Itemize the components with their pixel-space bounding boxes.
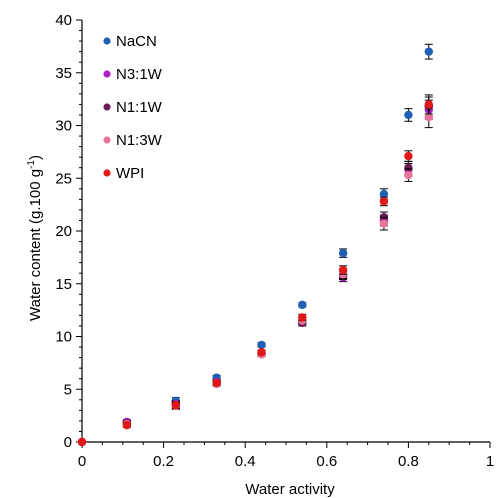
- data-point: [424, 112, 433, 122]
- legend-marker: [103, 103, 111, 111]
- data-point: [424, 100, 433, 109]
- y-tick-label: 40: [55, 12, 72, 29]
- data-point: [379, 189, 389, 199]
- data-series: [77, 43, 433, 447]
- legend-label: N3:1W: [116, 66, 163, 83]
- y-axis-label-sup: -1: [26, 160, 37, 169]
- data-point: [298, 300, 307, 310]
- data-point: [122, 420, 132, 430]
- y-tick-label: 10: [55, 329, 72, 346]
- y-tick-label: 30: [55, 118, 72, 135]
- y-tick-label: 5: [64, 381, 72, 398]
- data-point: [257, 348, 266, 357]
- axes: [76, 19, 491, 448]
- data-point: [379, 197, 389, 206]
- legend-marker: [103, 136, 111, 144]
- data-point: [77, 437, 87, 447]
- data-point: [298, 313, 307, 322]
- data-point: [379, 219, 389, 228]
- y-tick-label: 15: [55, 276, 72, 293]
- y-tick-label: 35: [55, 65, 72, 82]
- data-point: [424, 47, 433, 56]
- data-point: [257, 340, 266, 350]
- data-point: [338, 265, 348, 275]
- legend-label: NaCN: [116, 33, 157, 50]
- y-axis-label-end: ): [27, 155, 44, 160]
- x-tick-label: 0.6: [316, 453, 337, 470]
- legend-marker: [103, 37, 111, 45]
- series-wpi: [77, 94, 433, 447]
- legend-label: WPI: [116, 165, 144, 182]
- x-tick-label: 1: [486, 453, 494, 470]
- legend-marker: [103, 70, 111, 78]
- data-point: [404, 151, 413, 161]
- data-point: [404, 163, 413, 172]
- y-axis-label-main: Water content (g.100 g: [27, 169, 44, 321]
- y-axis-label: Water content (g.100 g-1): [26, 155, 44, 321]
- series-n3-1w: [77, 99, 433, 447]
- data-point: [212, 378, 221, 388]
- x-tick-label: 0: [78, 453, 86, 470]
- legend-label: N1:3W: [116, 132, 163, 149]
- data-point: [404, 110, 413, 120]
- data-point: [171, 400, 181, 410]
- legend-label: N1:1W: [116, 99, 163, 116]
- x-tick-label: 0.8: [398, 453, 419, 470]
- y-tick-label: 25: [55, 170, 72, 187]
- x-tick-label: 0.4: [235, 453, 256, 470]
- tick-labels: 0 5 10 15 20 25 30 35 40 0 0.2 0.4 0.6 0.8 1: [55, 12, 494, 470]
- y-tick-label: 0: [64, 434, 72, 451]
- series-n1-1w: [77, 96, 433, 447]
- series-n1-3w: [77, 106, 433, 447]
- data-point: [404, 170, 413, 180]
- y-tick-label: 20: [55, 223, 72, 240]
- x-tick-label: 0.2: [153, 453, 174, 470]
- legend-marker: [103, 169, 111, 177]
- data-point: [338, 248, 348, 258]
- x-axis-label: Water activity: [245, 481, 335, 498]
- legend: NaCN N3:1W N1:1W N1:3W WPI: [103, 33, 163, 182]
